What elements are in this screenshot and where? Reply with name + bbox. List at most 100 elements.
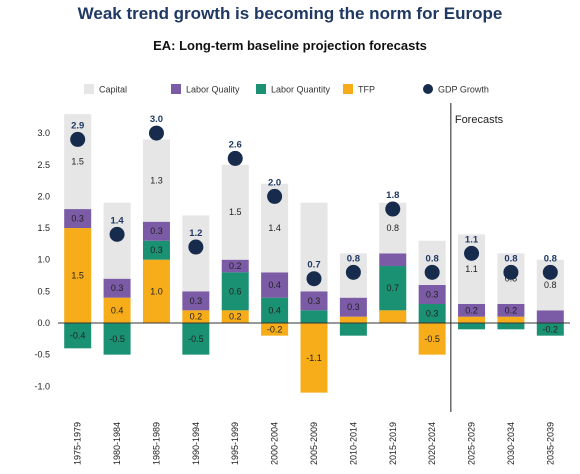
bar-segment-labor-quantity bbox=[103, 323, 131, 355]
segment-label-labor-quantity: 0.7 bbox=[387, 283, 400, 293]
legend-swatch-capital bbox=[84, 84, 94, 94]
bar-segment-labor-quantity bbox=[300, 310, 328, 323]
bar-segment-labor-quantity bbox=[182, 323, 210, 355]
gdp-growth-label: 0.8 bbox=[426, 253, 439, 264]
segment-label-tfp: -0.2 bbox=[267, 324, 283, 334]
y-tick-label: 2.0 bbox=[37, 191, 50, 201]
y-tick-label: 0.5 bbox=[37, 286, 50, 296]
x-tick-label: 1980-1984 bbox=[112, 422, 122, 465]
segment-label-labor-quality: 0.3 bbox=[347, 302, 360, 312]
bar-segment-labor-quantity bbox=[221, 272, 249, 311]
x-tick-label: 2030-2034 bbox=[506, 422, 516, 465]
segment-label-capital: 1.4 bbox=[268, 223, 281, 233]
segment-label-capital: 1.5 bbox=[229, 207, 242, 217]
x-tick-label: 2015-2019 bbox=[388, 422, 398, 465]
gdp-growth-point bbox=[424, 264, 440, 280]
forecast-label: Forecasts bbox=[455, 114, 504, 126]
x-tick-label: 2000-2004 bbox=[270, 422, 280, 465]
bar-segment-labor-quality bbox=[497, 304, 525, 317]
segment-label-capital: 1.5 bbox=[71, 157, 84, 167]
segment-label-tfp: -0.5 bbox=[424, 334, 440, 344]
segment-label-labor-quality: 0.3 bbox=[308, 296, 321, 306]
x-tick-label: 2005-2009 bbox=[309, 422, 319, 465]
segment-label-tfp: 0.2 bbox=[229, 312, 242, 322]
bar-segment-labor-quality bbox=[64, 209, 92, 229]
segment-label-labor-quantity: -0.5 bbox=[188, 334, 204, 344]
bar-segment-tfp bbox=[418, 323, 446, 355]
legend-marker-gdp-growth bbox=[423, 84, 433, 94]
bar-segment-capital bbox=[221, 164, 249, 260]
gdp-growth-point bbox=[503, 264, 519, 280]
segment-label-labor-quality: 0.3 bbox=[426, 290, 439, 300]
legend-swatch-tfp bbox=[343, 84, 353, 94]
bar-segment-tfp bbox=[379, 310, 407, 323]
bar-segment-tfp bbox=[64, 228, 92, 323]
segment-label-labor-quality: 0.3 bbox=[150, 226, 163, 236]
segment-label-labor-quality: 0.4 bbox=[268, 280, 281, 290]
segment-label-labor-quantity: 0.4 bbox=[268, 305, 281, 315]
chart-title: Weak trend growth is becoming the norm f… bbox=[77, 4, 503, 23]
gdp-growth-label: 2.0 bbox=[268, 177, 281, 188]
y-tick-label: 1.0 bbox=[37, 255, 50, 265]
bar-segment-labor-quantity bbox=[142, 240, 170, 260]
bar-segment-tfp bbox=[103, 297, 131, 323]
gdp-growth-label: 2.9 bbox=[71, 120, 84, 131]
segment-label-labor-quantity: -0.2 bbox=[543, 324, 559, 334]
segment-label-labor-quality: 0.2 bbox=[505, 305, 518, 315]
segment-label-tfp: 1.5 bbox=[71, 271, 84, 281]
gdp-growth-point bbox=[70, 131, 86, 147]
y-tick-label: 1.5 bbox=[37, 223, 50, 233]
legend-label-labor-quantity: Labor Quantity bbox=[271, 85, 331, 95]
segment-label-tfp: 0.4 bbox=[111, 305, 124, 315]
chart-subtitle: EA: Long-term baseline projection foreca… bbox=[153, 38, 427, 53]
y-tick-label: -1.0 bbox=[34, 381, 50, 391]
gdp-growth-label: 0.7 bbox=[307, 260, 320, 271]
segment-label-capital: 0.8 bbox=[387, 223, 400, 233]
bar-segment-labor-quality bbox=[261, 272, 289, 298]
gdp-growth-point bbox=[109, 226, 125, 242]
segment-label-labor-quality: 0.2 bbox=[465, 305, 478, 315]
bar-segment-capital bbox=[142, 139, 170, 222]
x-tick-label: 1985-1989 bbox=[151, 422, 161, 465]
gdp-growth-label: 0.8 bbox=[544, 253, 557, 264]
segment-label-capital: 0.8 bbox=[544, 280, 557, 290]
gdp-growth-label: 1.4 bbox=[110, 215, 124, 226]
gdp-growth-point bbox=[267, 188, 283, 204]
segment-label-tfp: -1.1 bbox=[306, 353, 322, 363]
bar-segment-tfp bbox=[300, 323, 328, 393]
gdp-growth-label: 1.8 bbox=[386, 190, 399, 201]
bar-segment-labor-quantity bbox=[261, 297, 289, 323]
segment-label-labor-quantity: 0.3 bbox=[426, 309, 439, 319]
legend-label-gdp-growth: GDP Growth bbox=[438, 85, 489, 95]
gdp-growth-point bbox=[542, 264, 558, 280]
bar-segment-tfp bbox=[339, 316, 367, 323]
bar-segment-labor-quantity bbox=[536, 323, 564, 336]
gdp-growth-point bbox=[306, 271, 322, 287]
bar-segment-tfp bbox=[497, 316, 525, 323]
segment-label-capital: 1.1 bbox=[465, 264, 478, 274]
x-tick-label: 1990-1994 bbox=[191, 422, 201, 465]
segment-label-labor-quality: 0.3 bbox=[190, 296, 203, 306]
bar-segment-tfp bbox=[142, 259, 170, 323]
bar-segment-labor-quality bbox=[182, 291, 210, 311]
bar-segment-tfp bbox=[182, 310, 210, 323]
segment-label-labor-quality: 0.3 bbox=[71, 214, 84, 224]
bar-segment-labor-quantity bbox=[497, 323, 525, 330]
segment-label-labor-quantity: 0.3 bbox=[150, 245, 163, 255]
x-tick-label: 2020-2024 bbox=[427, 422, 437, 465]
legend-swatch-labor-quality bbox=[171, 84, 181, 94]
gdp-growth-label: 1.1 bbox=[465, 234, 479, 245]
legend-swatch-labor-quantity bbox=[256, 84, 266, 94]
x-tick-label: 2010-2014 bbox=[348, 422, 358, 465]
bar-segment-labor-quantity bbox=[64, 323, 92, 349]
segment-label-capital: 1.3 bbox=[150, 176, 163, 186]
bar-segment-labor-quality bbox=[339, 297, 367, 317]
segment-label-labor-quantity: -0.4 bbox=[70, 331, 86, 341]
y-tick-label: -0.5 bbox=[34, 350, 50, 360]
legend-label-labor-quality: Labor Quality bbox=[186, 85, 240, 95]
segment-label-labor-quantity: -0.5 bbox=[109, 334, 125, 344]
legend-label-capital: Capital bbox=[99, 85, 127, 95]
segment-label-tfp: 0.2 bbox=[190, 312, 203, 322]
gdp-growth-label: 1.2 bbox=[189, 228, 202, 239]
